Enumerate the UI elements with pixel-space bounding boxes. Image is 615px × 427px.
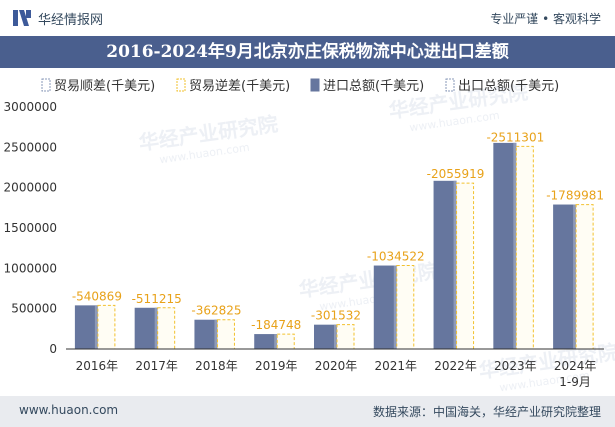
import-bar	[493, 142, 517, 349]
footer-source: 数据来源：中国海关，华经产业研究院整理	[372, 405, 601, 419]
x-tick-label: 2021年	[375, 359, 418, 373]
legend: 贸易顺差(千美元) 贸易逆差(千美元) 进口总额(千美元) 出口总额(千美元)	[41, 78, 559, 94]
legend-label-2: 进口总额(千美元)	[323, 79, 424, 94]
y-tick-label: 1000000	[4, 261, 57, 275]
brand-name: 华经情报网	[38, 13, 104, 28]
data-label: -301532	[311, 309, 361, 323]
footer: www.huaon.com 数据来源：中国海关，华经产业研究院整理	[0, 396, 615, 427]
deficit-bar	[456, 182, 475, 350]
x-tick-label: 2022年	[434, 359, 477, 373]
data-label: -184748	[251, 318, 301, 332]
import-bar-shade	[214, 319, 218, 349]
chart-title: 2016-2024年9月北京亦庄保税物流中心进出口差额	[0, 36, 615, 68]
import-bar-shade	[513, 142, 517, 349]
surplus-legend-icon	[41, 78, 51, 92]
deficit-bar	[515, 145, 534, 350]
x-tick-label: 2024年	[554, 359, 597, 373]
import-bar	[433, 180, 457, 349]
x-tick-label: 2017年	[135, 359, 178, 373]
y-tick-label: 500000	[11, 302, 57, 316]
data-label: -2511301	[486, 130, 544, 144]
footer-website[interactable]: www.huaon.com	[19, 403, 119, 417]
legend-label-3: 出口总额(千美元)	[458, 79, 559, 94]
import-bar	[134, 307, 158, 349]
x-tick-label: 1-9月	[559, 375, 591, 389]
legend-label-1: 贸易逆差(千美元)	[189, 78, 290, 94]
deficit-bar	[396, 265, 415, 350]
import-bar	[553, 204, 577, 349]
y-axis: 0 500000 1000000 1500000 2000000 2500000 30000…	[4, 100, 57, 356]
import-legend-icon	[310, 78, 320, 92]
deficit-bar	[97, 304, 116, 350]
data-label: -1034522	[367, 250, 425, 264]
data-label: -1789981	[546, 189, 604, 203]
y-tick-label: 1500000	[4, 221, 57, 235]
y-tick-label: 2000000	[4, 181, 57, 195]
export-legend-icon	[445, 78, 455, 92]
x-tick-label: 2019年	[255, 359, 298, 373]
import-bar-shade	[573, 204, 577, 349]
x-tick-label: 2016年	[76, 359, 119, 373]
deficit-bar	[157, 307, 176, 350]
x-axis: 2016年 2017年 2018年 2019年 2020年 2021年 2022年 2023年…	[66, 348, 604, 389]
import-bar-shade	[393, 265, 397, 349]
data-label: -362825	[191, 304, 241, 318]
huajing-logo-icon	[13, 10, 31, 26]
import-bar-shade	[274, 334, 278, 349]
y-tick-label: 3000000	[4, 100, 57, 114]
import-bar-shade	[154, 307, 158, 349]
import-bar	[314, 324, 337, 349]
import-bar	[373, 265, 397, 349]
y-tick-label: 0	[49, 342, 57, 356]
import-bar	[194, 319, 218, 349]
legend-label-0: 贸易顺差(千美元)	[54, 79, 155, 94]
data-label: -540869	[72, 289, 122, 303]
data-labels: -540869 -511215 -362825 -184748 -301532 -1034…	[72, 130, 604, 332]
x-tick-label: 2023年	[494, 359, 537, 373]
y-tick-label: 2500000	[4, 140, 57, 154]
import-bar	[74, 305, 98, 349]
import-bar	[254, 334, 278, 349]
deficit-bar	[276, 333, 295, 350]
deficit-bar	[575, 204, 594, 350]
deficit-legend-icon	[176, 78, 186, 92]
deficit-bar	[336, 324, 355, 350]
deficit-bar	[216, 319, 235, 350]
slogan: 专业严谨 • 客观科学	[490, 12, 601, 26]
top-bar: 华经情报网 专业严谨 • 客观科学	[0, 0, 615, 36]
import-bar-shade	[94, 305, 98, 349]
x-tick-label: 2018年	[195, 359, 238, 373]
x-tick-label: 2020年	[315, 359, 358, 373]
data-label: -511215	[132, 292, 182, 306]
import-bar-shade	[453, 180, 457, 349]
import-bar-shade	[334, 324, 337, 349]
data-label: -2055919	[427, 167, 485, 181]
bars	[74, 142, 594, 350]
chart-area: 华经产业研究院www.huaon.com华经产业研究院www.huaon.com…	[4, 78, 615, 394]
